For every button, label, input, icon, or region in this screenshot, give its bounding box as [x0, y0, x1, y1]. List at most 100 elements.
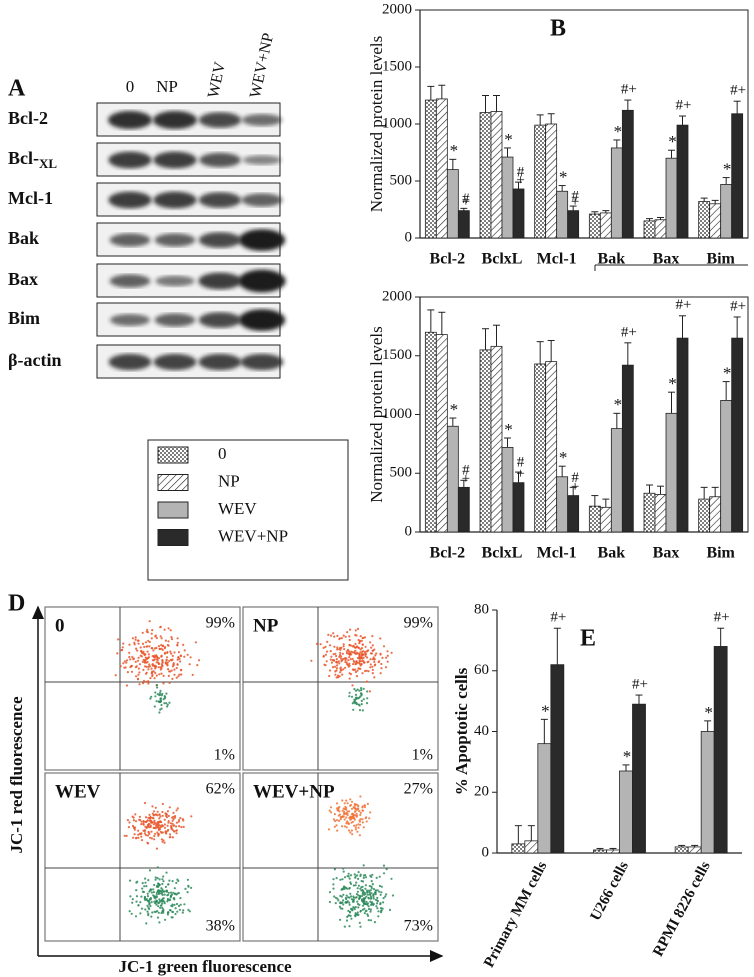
significance-mark: #+ — [676, 297, 692, 313]
event-dot — [159, 904, 163, 907]
error-bar — [657, 216, 664, 220]
event-dot — [148, 663, 151, 666]
event-dot — [131, 898, 134, 901]
event-dot — [335, 654, 338, 658]
event-dot — [151, 816, 154, 820]
event-dot — [371, 649, 374, 652]
bar — [731, 113, 744, 239]
flow-lower-pct: 73% — [404, 918, 433, 935]
event-dot — [351, 813, 354, 816]
event-dot — [147, 830, 150, 834]
event-dot — [177, 651, 180, 654]
event-dot — [141, 890, 144, 893]
error-bar — [536, 114, 544, 126]
event-dot — [343, 648, 346, 651]
event-dot — [391, 894, 395, 897]
significance-mark: # — [571, 189, 579, 205]
blot-row-label-text: Bak — [8, 228, 39, 248]
event-dot — [150, 695, 153, 698]
significance-mark: #+ — [730, 298, 746, 314]
event-dot — [130, 912, 133, 915]
event-dot — [153, 900, 156, 903]
event-dot — [171, 836, 174, 839]
event-dot — [344, 666, 347, 669]
error-bar — [679, 115, 686, 126]
event-dot — [140, 651, 143, 654]
event-dot — [161, 888, 164, 891]
event-dot — [376, 907, 379, 910]
event-dot — [147, 639, 150, 642]
bar — [545, 361, 558, 533]
event-dot — [372, 888, 376, 891]
lane-label: WEV+NP — [247, 31, 277, 99]
event-dot — [349, 831, 352, 834]
event-dot — [165, 890, 168, 893]
event-dot — [186, 878, 189, 881]
legend-box — [147, 439, 349, 581]
event-dot — [141, 660, 144, 664]
event-dot — [142, 823, 145, 826]
x-tick-label: RPMI 8226 cells — [650, 859, 713, 959]
event-dot — [349, 907, 353, 911]
event-dot — [375, 652, 378, 655]
event-dot — [148, 823, 151, 826]
event-dot — [358, 834, 361, 837]
event-dot — [379, 911, 383, 914]
event-dot — [361, 709, 364, 712]
event-dot — [345, 799, 348, 802]
event-dot — [369, 919, 373, 922]
event-dot — [176, 910, 179, 913]
error-bar — [569, 205, 577, 211]
error-bar — [700, 486, 708, 500]
event-dot — [366, 913, 369, 916]
blot-row-label-text: Bcl- — [8, 148, 39, 168]
blot-band — [199, 152, 241, 168]
event-dot — [344, 659, 347, 662]
event-dot — [152, 823, 155, 826]
significance-mark: * — [504, 420, 513, 439]
event-dot — [350, 821, 353, 824]
event-dot — [129, 895, 132, 898]
event-dot — [160, 700, 163, 703]
event-dot — [146, 628, 149, 632]
event-dot — [358, 810, 361, 813]
event-dot — [152, 894, 155, 897]
event-dot — [154, 876, 157, 879]
event-dot — [173, 815, 177, 818]
event-dot — [347, 872, 350, 875]
event-dot — [358, 647, 361, 650]
event-dot — [348, 635, 351, 638]
y-tick-label: 40 — [474, 723, 489, 739]
event-dot — [158, 711, 161, 714]
event-dot — [353, 824, 356, 827]
event-dot — [336, 664, 339, 667]
error-bar — [613, 412, 621, 429]
significance-mark: #+ — [621, 81, 637, 97]
blot-row-label: β-actin — [8, 350, 61, 370]
event-dot — [158, 921, 161, 924]
event-dot — [346, 802, 349, 805]
bar — [619, 770, 633, 854]
event-dot — [183, 655, 186, 658]
event-dot — [163, 628, 166, 631]
event-dot — [140, 823, 143, 826]
bar — [537, 743, 552, 854]
event-dot — [360, 687, 363, 690]
event-dot — [342, 634, 345, 637]
event-dot — [173, 903, 176, 907]
event-dot — [371, 668, 374, 672]
bar — [501, 156, 514, 239]
event-dot — [161, 878, 164, 881]
event-dot — [360, 656, 363, 659]
blot-band — [108, 353, 152, 371]
event-dot — [373, 660, 376, 664]
event-dot — [159, 689, 162, 693]
significance-mark: * — [614, 122, 623, 141]
legend-label: WEV — [218, 499, 257, 518]
event-dot — [347, 875, 350, 878]
event-dot — [166, 651, 169, 654]
bar — [435, 98, 448, 239]
event-dot — [166, 913, 169, 916]
event-dot — [349, 874, 353, 877]
event-dot — [328, 900, 331, 904]
